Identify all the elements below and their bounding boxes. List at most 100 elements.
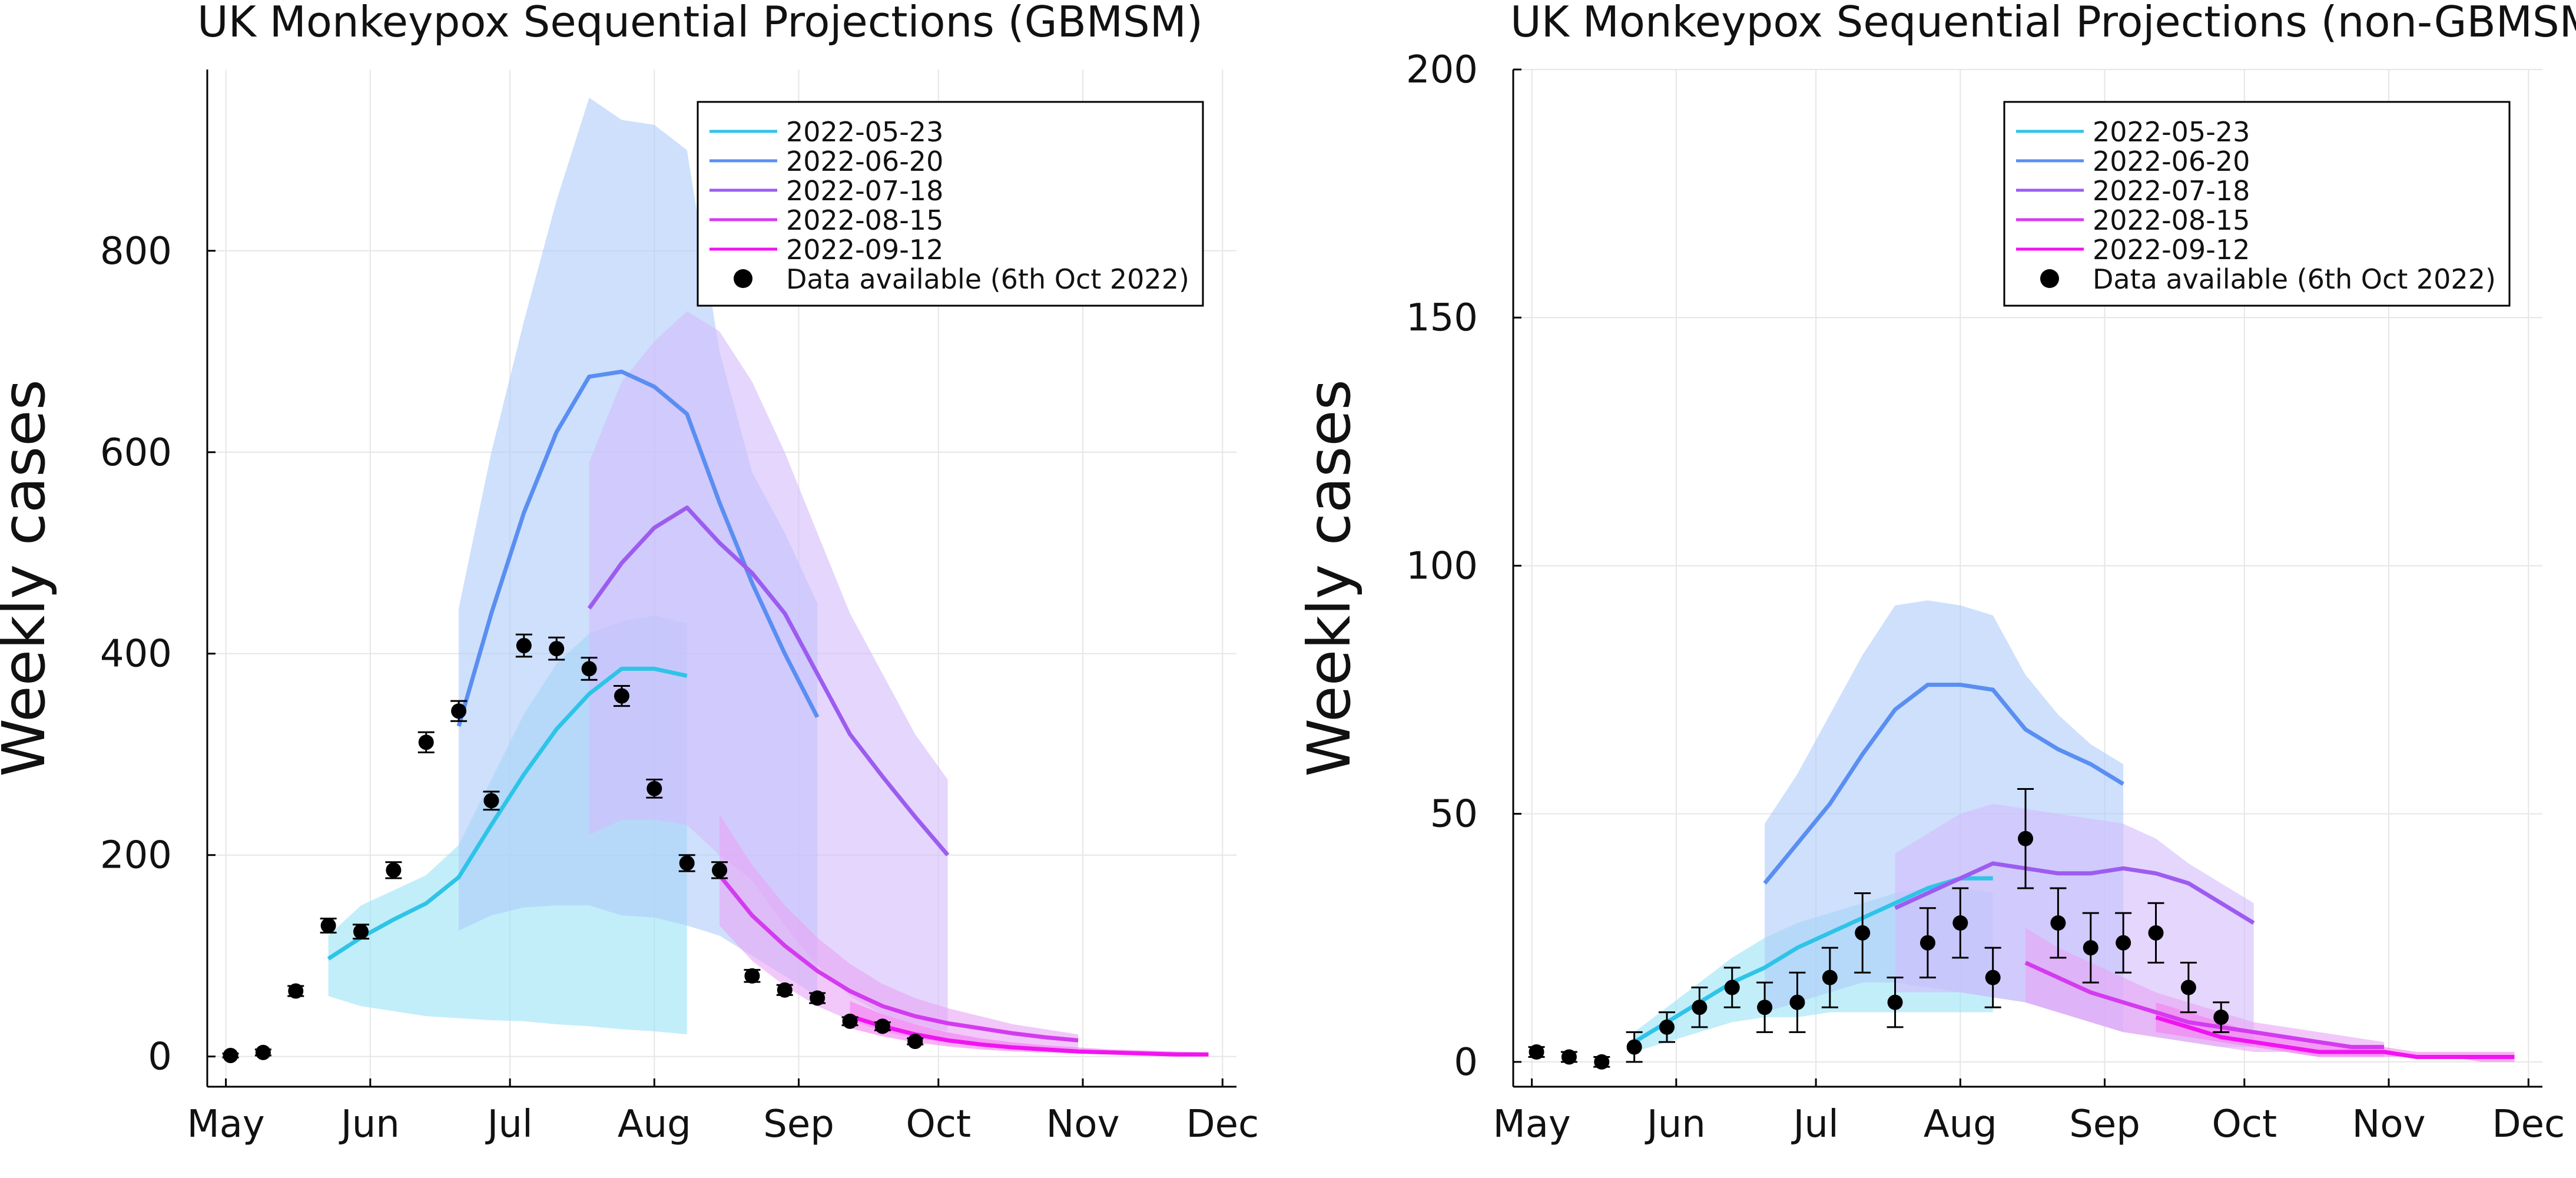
line-series-4	[718, 873, 1079, 1043]
x-tick-label: Oct	[906, 1103, 971, 1146]
data-point	[581, 661, 597, 677]
data-point	[2050, 915, 2066, 931]
data-point	[712, 862, 728, 878]
legend-label: 2022-09-12	[786, 234, 943, 266]
band-series-4	[2025, 928, 2385, 1057]
band-series-5	[850, 1001, 1209, 1055]
data-point	[353, 924, 369, 939]
data-point	[2180, 980, 2196, 995]
chart-panel-2: May Jun Jul Aug Sep Oct Nov Dec 0 50 100 150 200 UK M…	[1295, 0, 2576, 1146]
x-tick-label: May	[1493, 1103, 1570, 1146]
x-tick-label: Dec	[1186, 1103, 1259, 1146]
legend-label: 2022-07-18	[786, 175, 943, 207]
legend-label: Data available (6th Oct 2022)	[786, 263, 1189, 295]
data-point	[2116, 935, 2131, 951]
x-tick-label: Nov	[1046, 1103, 1120, 1146]
legend-marker-observed	[2040, 269, 2059, 288]
data-point	[907, 1034, 923, 1050]
line-series-3	[1894, 861, 2255, 925]
line-series-5	[849, 1014, 1209, 1057]
legend-box	[2003, 101, 2511, 307]
chart-panel-1: May Jun Jul Aug Sep Oct Nov Dec 0 200 400 600 800 UK …	[0, 0, 1259, 1146]
data-point	[647, 780, 662, 796]
data-point	[223, 1047, 238, 1063]
data-point	[1757, 1000, 1773, 1015]
data-point	[320, 918, 336, 934]
line-series-1	[327, 666, 688, 961]
x-tick-label: Aug	[1924, 1103, 1997, 1146]
data-point	[1952, 915, 1968, 931]
x-tick-label: Dec	[2492, 1103, 2565, 1146]
x-tick-label: Aug	[618, 1103, 691, 1146]
legend-box	[697, 101, 1204, 307]
line-series-2	[1763, 683, 2124, 885]
data-point	[679, 855, 695, 871]
legend-marker-observed	[734, 269, 752, 288]
chart-title: UK Monkeypox Sequential Projections (non…	[1510, 0, 2576, 47]
legend: 2022-05-232022-06-202022-07-182022-08-15…	[2003, 101, 2511, 307]
data-point	[418, 734, 434, 750]
data-point	[2018, 830, 2034, 846]
y-tick-label: 50	[1430, 793, 1478, 836]
y-tick-label: 200	[100, 834, 172, 878]
data-point	[1529, 1044, 1544, 1060]
line-series-4	[2024, 961, 2385, 1050]
band-series-3	[1895, 803, 2254, 1047]
data-point	[1789, 994, 1805, 1010]
data-point	[1855, 925, 1871, 941]
data-point	[810, 990, 825, 1006]
data-point	[2213, 1010, 2229, 1025]
legend-label: 2022-06-20	[786, 145, 943, 177]
y-tick-label: 0	[1454, 1041, 1478, 1084]
line-series-3	[587, 505, 950, 856]
x-tick-label: Oct	[2212, 1103, 2277, 1146]
legend-label: 2022-09-12	[2093, 234, 2250, 266]
x-tick-label: Jun	[339, 1103, 400, 1146]
x-tick-label: Nov	[2352, 1103, 2426, 1146]
data-point	[614, 688, 629, 704]
data-point	[1659, 1019, 1675, 1035]
legend-label: 2022-07-18	[2093, 175, 2250, 207]
data-point	[1919, 935, 1935, 951]
data-point	[1724, 980, 1740, 995]
y-tick-label: 200	[1406, 48, 1478, 92]
legend-label: 2022-06-20	[2093, 145, 2250, 177]
band-series-3	[589, 311, 948, 1031]
data-point	[1561, 1049, 1577, 1065]
legend: 2022-05-232022-06-202022-07-182022-08-15…	[697, 101, 1204, 307]
y-tick-label: 150	[1406, 296, 1478, 340]
observed-points	[1528, 788, 2230, 1070]
data-point	[2148, 925, 2164, 941]
data-point	[483, 793, 499, 809]
y-tick-label: 100	[1406, 544, 1478, 588]
data-point	[777, 982, 793, 998]
data-point	[451, 703, 467, 719]
y-tick-label: 800	[100, 230, 172, 273]
x-tick-label: Jul	[1791, 1103, 1839, 1146]
x-tick-label: Jul	[485, 1103, 533, 1146]
data-point	[1594, 1054, 1610, 1070]
x-tick-label: Sep	[2069, 1103, 2140, 1146]
data-point	[842, 1013, 858, 1029]
observed-points	[222, 633, 924, 1063]
legend-label: 2022-05-23	[2093, 116, 2250, 148]
data-point	[1985, 969, 2001, 985]
legend-label: 2022-08-15	[786, 204, 943, 236]
x-tick-label: Jun	[1645, 1103, 1706, 1146]
chart-title: UK Monkeypox Sequential Projections (GBM…	[197, 0, 1203, 47]
data-point	[2083, 940, 2098, 956]
x-tick-label: May	[187, 1103, 264, 1146]
legend-label: 2022-05-23	[786, 116, 943, 148]
data-point	[1626, 1039, 1642, 1055]
y-axis-label: Weekly cases	[1295, 379, 1364, 777]
data-point	[255, 1044, 271, 1060]
data-point	[386, 862, 402, 878]
data-point	[744, 968, 760, 984]
x-tick-label: Sep	[763, 1103, 834, 1146]
data-point	[549, 641, 565, 657]
line-series-2	[456, 369, 820, 727]
data-point	[1692, 1000, 1708, 1015]
data-point	[1822, 969, 1838, 985]
